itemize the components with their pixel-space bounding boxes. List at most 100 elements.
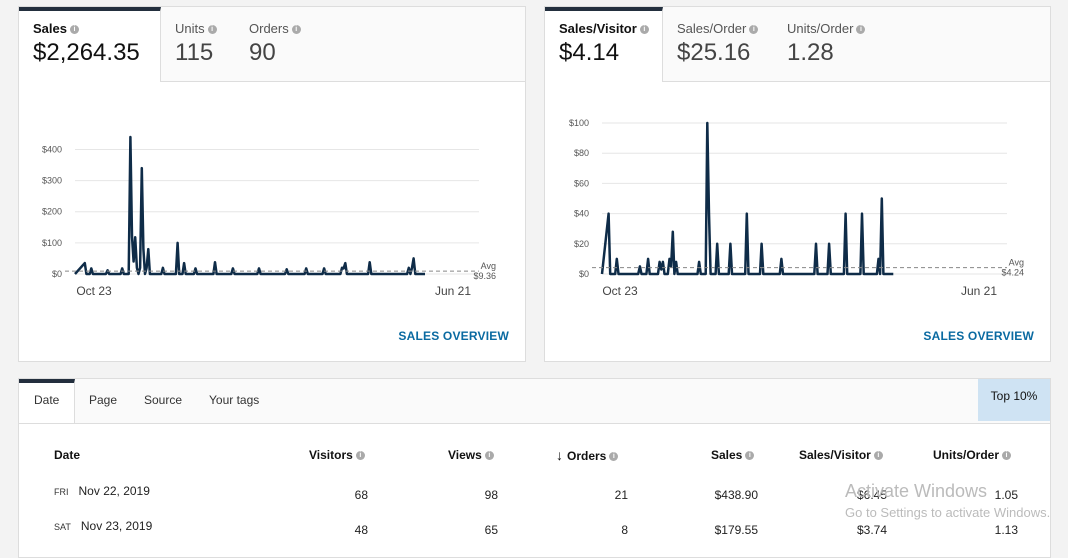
- col-label: Visitors: [309, 448, 353, 462]
- metrics-bar: Sales i $2,264.35 Units i 115 Orders i 90: [19, 7, 525, 82]
- sales-cell: $179.55: [714, 523, 758, 537]
- x-tick-label: Jun 21: [961, 284, 997, 298]
- info-icon: i: [484, 451, 494, 461]
- units-order-cell: 1.05: [994, 488, 1018, 502]
- metrics-bar: Sales/Visitor i $4.14 Sales/Order i $25.16…: [545, 7, 1050, 82]
- info-icon: i: [355, 451, 365, 461]
- series-line: [600, 121, 894, 276]
- tab-bar: Date Page Source Your tags Top 10%: [19, 379, 1050, 424]
- sales-visitor-cell: $3.74: [856, 523, 887, 537]
- orders-cell: 21: [614, 488, 628, 502]
- info-icon: i: [749, 25, 759, 35]
- y-tick-label: $40: [574, 209, 589, 219]
- info-icon: i: [745, 451, 755, 461]
- y-tick-label: $400: [42, 144, 62, 154]
- tab-your-tags[interactable]: Your tags: [209, 379, 259, 423]
- y-tick-label: $100: [569, 118, 589, 128]
- orders-cell: 8: [621, 523, 628, 537]
- tab-page[interactable]: Page: [89, 379, 117, 423]
- metric-label: Sales/Visitor: [559, 21, 637, 36]
- col-label: Sales/Visitor: [799, 448, 871, 462]
- y-tick-label: $200: [42, 207, 62, 217]
- metric-units[interactable]: Units i 115: [175, 7, 245, 81]
- col-header-sales[interactable]: Sales i: [711, 448, 755, 462]
- col-label: Units/Order: [933, 448, 1000, 462]
- average-label: Avg: [1009, 258, 1024, 268]
- sales-overview-link[interactable]: SALES OVERVIEW: [923, 329, 1034, 343]
- y-tick-label: $60: [574, 178, 589, 188]
- metric-orders[interactable]: Orders i 90: [249, 7, 329, 81]
- sales-cell: $438.90: [714, 488, 758, 502]
- date-value: Nov 22, 2019: [78, 484, 150, 498]
- activate-windows-watermark: Activate Windows: [845, 481, 988, 501]
- weekday-label: SAT: [54, 522, 71, 532]
- sort-down-arrow-icon: ↓: [556, 447, 563, 463]
- info-icon: i: [291, 25, 301, 35]
- tab-label: Source: [144, 393, 183, 407]
- visitors-cell: 68: [354, 488, 368, 502]
- sales-chart: $0 $100 $200 $300 $400 Oct 23 Jun 21 Avg$9.36: [42, 135, 496, 298]
- x-tick-label: Oct 23: [76, 284, 112, 298]
- metric-value: 1.28: [787, 39, 834, 66]
- series-line: [74, 135, 425, 276]
- metric-label: Orders: [249, 21, 289, 36]
- sales-overview-link[interactable]: SALES OVERVIEW: [398, 329, 509, 343]
- x-tick-label: Jun 21: [435, 284, 471, 298]
- sales-visitor-chart: $0 $20 $40 $60 $80 $100 Oct 23 Jun 21 Avg$4.24: [569, 118, 1024, 298]
- activate-windows-subtitle: Go to Settings to activate Windows.: [845, 505, 1051, 520]
- y-tick-label: $0: [52, 269, 62, 279]
- tab-label: Page: [89, 393, 118, 407]
- metric-value: 90: [249, 39, 276, 66]
- tab-label: Your tags: [209, 393, 260, 407]
- info-icon: i: [856, 25, 866, 35]
- average-value-label: $4.24: [1001, 268, 1024, 278]
- date-cell: FRI Nov 22, 2019: [54, 484, 150, 498]
- tab-label: Date: [34, 393, 60, 407]
- y-tick-label: $100: [42, 238, 62, 248]
- y-tick-label: $80: [574, 148, 589, 158]
- metric-label: Sales: [33, 21, 67, 36]
- metric-sales-visitor[interactable]: Sales/Visitor i $4.14: [545, 7, 663, 82]
- views-cell: 65: [484, 523, 498, 537]
- average-label: Avg: [481, 261, 496, 271]
- col-header-views[interactable]: Views i: [448, 448, 494, 462]
- metric-value: $25.16: [677, 39, 751, 66]
- col-label: Views: [448, 448, 482, 462]
- visitors-cell: 48: [354, 523, 368, 537]
- metric-value: 115: [175, 39, 214, 66]
- col-label: Sales: [711, 448, 743, 462]
- sales-visitor-card: Sales/Visitor i $4.14 Sales/Order i $25.16…: [544, 6, 1051, 362]
- breakdown-card: Date Page Source Your tags Top 10% Date …: [18, 378, 1051, 558]
- tab-date[interactable]: Date: [19, 379, 75, 423]
- top-10-percent-toggle[interactable]: Top 10%: [978, 379, 1050, 421]
- col-header-units-order[interactable]: Units/Order i: [933, 448, 1012, 462]
- views-cell: 98: [484, 488, 498, 502]
- col-label: Orders: [567, 449, 607, 463]
- col-header-visitors[interactable]: Visitors i: [309, 448, 365, 462]
- metric-sales-order[interactable]: Sales/Order i $25.16: [677, 7, 777, 81]
- tab-source[interactable]: Source: [144, 379, 182, 423]
- col-header-sales-visitor[interactable]: Sales/Visitor i: [799, 448, 883, 462]
- average-value-label: $9.36: [473, 271, 496, 281]
- date-cell: SAT Nov 23, 2019: [54, 519, 152, 533]
- metric-label: Units/Order: [787, 21, 854, 36]
- y-tick-label: $0: [579, 269, 589, 279]
- info-icon: i: [207, 25, 217, 35]
- metric-label: Units: [175, 21, 205, 36]
- col-label: Date: [54, 448, 81, 462]
- col-header-date[interactable]: Date: [54, 448, 80, 462]
- col-header-orders[interactable]: ↓ Orders i: [556, 447, 619, 463]
- y-tick-label: $20: [574, 239, 589, 249]
- units-order-cell: 1.13: [994, 523, 1018, 537]
- metric-label: Sales/Order: [677, 21, 747, 36]
- info-icon: i: [69, 25, 79, 35]
- metric-value: $4.14: [559, 39, 620, 66]
- metric-sales[interactable]: Sales i $2,264.35: [19, 7, 161, 82]
- info-icon: i: [873, 451, 883, 461]
- info-icon: i: [1002, 451, 1012, 461]
- metric-value: $2,264.35: [33, 39, 140, 66]
- y-tick-label: $300: [42, 176, 62, 186]
- info-icon: i: [609, 452, 619, 462]
- metric-units-order[interactable]: Units/Order i 1.28: [787, 7, 887, 81]
- info-icon: i: [639, 25, 649, 35]
